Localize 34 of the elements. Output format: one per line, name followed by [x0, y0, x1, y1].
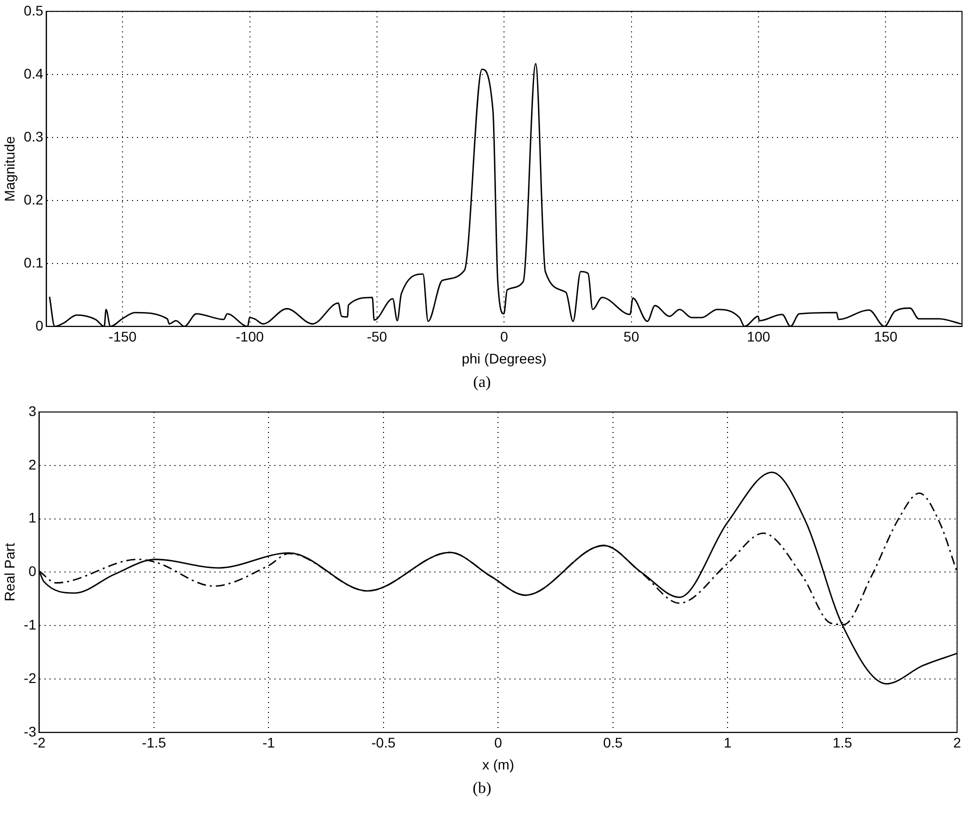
x-tick-label: 150: [874, 328, 898, 345]
y-axis-title: Real Part: [1, 542, 18, 602]
x-axis-title: x (m): [482, 756, 514, 772]
y-tick-label: 0.1: [24, 254, 44, 270]
x-tick-label: -150: [108, 328, 137, 345]
y-tick-label: 0.5: [24, 2, 44, 18]
x-tick-label: 0: [500, 328, 508, 345]
x-tick-label: -50: [366, 328, 388, 345]
y-tick-label: 0.3: [24, 128, 44, 144]
x-axis-title: phi (Degrees): [462, 350, 547, 366]
y-axis-title: Magnitude: [1, 136, 18, 202]
x-tick-label: 1: [724, 734, 732, 751]
y-tick-label: -1: [24, 616, 36, 632]
y-tick-label: 0.4: [24, 65, 44, 82]
y-tick-label: 0: [28, 563, 36, 580]
x-tick-label: 50: [624, 328, 640, 345]
y-tick-label: 3: [28, 402, 36, 419]
y-tick-label: 0.2: [24, 191, 44, 208]
x-tick-label: 0.5: [603, 734, 623, 751]
y-tick-label: -3: [24, 723, 36, 740]
x-tick-label: -1: [262, 734, 276, 751]
y-tick-label: 0: [35, 317, 44, 334]
y-tick-label: 2: [28, 456, 36, 472]
y-tick-label: 1: [28, 510, 36, 526]
x-tick-label: 1.5: [832, 734, 852, 751]
x-tick-label: 100: [746, 328, 770, 345]
y-tick-label: -2: [24, 670, 36, 686]
x-tick-label: 0: [494, 734, 502, 751]
x-tick-label: -0.5: [371, 734, 396, 751]
text: (b): [472, 779, 492, 799]
x-tick-label: 2: [953, 734, 962, 751]
x-tick-label: -100: [236, 328, 264, 345]
text: (a): [472, 373, 492, 393]
x-tick-label: -1.5: [142, 734, 166, 751]
